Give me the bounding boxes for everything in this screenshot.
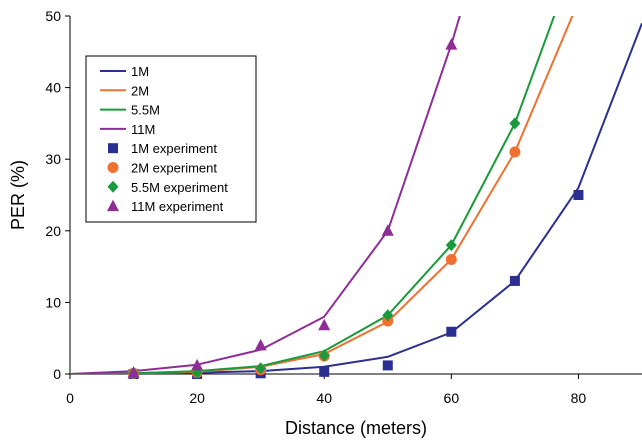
data-point-1m-experiment <box>573 190 584 200</box>
data-point-11m-experiment <box>127 366 140 378</box>
x-axis-title: Distance (meters) <box>285 418 427 438</box>
y-tick-label: 40 <box>45 80 61 96</box>
y-tick-label: 0 <box>53 366 61 382</box>
x-tick-label: 60 <box>444 390 460 406</box>
legend-box <box>85 55 257 223</box>
data-point-11m-experiment <box>445 38 458 50</box>
y-axis-title: PER (%) <box>8 160 28 230</box>
data-point-5-5m-experiment <box>509 117 521 130</box>
legend-swatch-5-5m-experiment <box>107 180 119 193</box>
axes: 0 20 40 60 80 0 10 20 30 40 50 <box>45 8 642 406</box>
legend-label-11m: 11M <box>131 122 155 137</box>
data-point-1m-experiment <box>382 360 393 371</box>
x-tick-label: 80 <box>571 390 587 406</box>
legend-label-1m-experiment: 1M experiment <box>131 141 217 156</box>
data-point-2m-experiment <box>509 146 521 158</box>
data-point-1m-experiment <box>446 326 457 337</box>
data-point-5-5m-experiment <box>382 309 394 322</box>
x-tick-label: 20 <box>189 390 205 406</box>
legend-label-2m-experiment: 2M experiment <box>131 161 217 176</box>
data-point-5-5m-experiment <box>255 362 267 375</box>
data-point-11m-experiment <box>254 338 267 351</box>
legend-swatch-11m-experiment <box>107 199 119 212</box>
series-line-11m <box>70 16 461 374</box>
x-tick-label: 40 <box>316 390 332 406</box>
legend-swatch-2m-experiment <box>107 162 119 173</box>
data-point-11m-experiment <box>191 358 204 371</box>
legend-label-2m: 2M <box>131 83 149 98</box>
data-point-1m-experiment <box>509 275 520 286</box>
data-point-5-5m-experiment <box>445 239 457 252</box>
y-tick-label: 10 <box>45 294 61 310</box>
x-tick-label: 0 <box>66 390 74 406</box>
y-tick-label: 20 <box>45 223 61 239</box>
data-point-11m-experiment <box>318 318 331 331</box>
legend-label-5-5m: 5.5M <box>131 103 160 118</box>
data-point-11m-experiment <box>381 224 394 236</box>
series-markers <box>127 38 584 380</box>
legend: 1M 2M 5.5M 11M 1M experiment 2M experiment 5.5… <box>85 55 257 223</box>
y-tick-label: 50 <box>45 8 61 24</box>
data-point-5-5m-experiment <box>318 349 330 362</box>
data-point-2m-experiment <box>445 253 457 265</box>
y-tick-label: 30 <box>45 151 61 167</box>
data-point-1m-experiment <box>319 366 330 377</box>
legend-label-5-5m-experiment: 5.5M experiment <box>131 180 228 195</box>
legend-label-1m: 1M <box>131 64 149 79</box>
legend-swatch-1m-experiment <box>108 143 118 154</box>
legend-label-11m-experiment: 11M experiment <box>131 199 224 214</box>
